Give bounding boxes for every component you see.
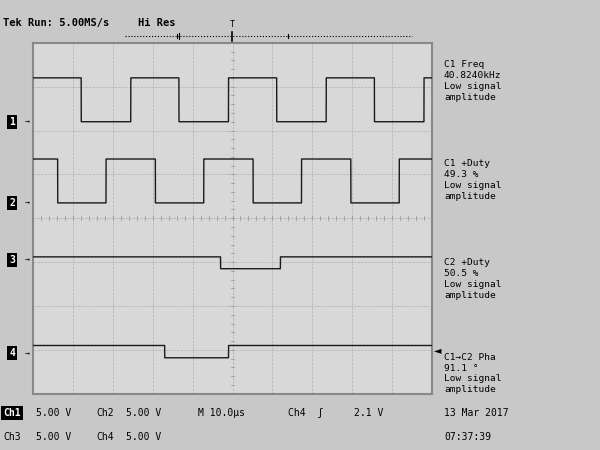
Text: →: → — [25, 117, 30, 126]
Text: Ch3: Ch3 — [3, 432, 20, 441]
Text: 3: 3 — [9, 255, 15, 265]
Text: Ch4  ʃ: Ch4 ʃ — [288, 408, 323, 418]
Text: 2: 2 — [9, 198, 15, 208]
Text: ◄: ◄ — [434, 345, 442, 355]
Text: 2.1 V: 2.1 V — [354, 408, 383, 418]
Text: M 10.0μs: M 10.0μs — [198, 408, 245, 418]
Text: Ch4: Ch4 — [96, 432, 113, 441]
Text: 4: 4 — [9, 348, 15, 358]
Text: Ch1: Ch1 — [3, 408, 20, 418]
Text: →: → — [25, 256, 30, 265]
Text: 07:37:39: 07:37:39 — [444, 432, 491, 441]
Text: 5.00 V: 5.00 V — [126, 432, 161, 441]
Text: 13 Mar 2017: 13 Mar 2017 — [444, 408, 509, 418]
Text: →: → — [25, 349, 30, 358]
Text: 5.00 V: 5.00 V — [36, 408, 71, 418]
Text: 1: 1 — [9, 117, 15, 127]
Text: Hi Res: Hi Res — [138, 18, 176, 28]
Text: T: T — [230, 20, 235, 29]
Text: C1 Freq
40.8240kHz
Low signal
amplitude: C1 Freq 40.8240kHz Low signal amplitude — [444, 60, 502, 102]
Text: C2 +Duty
50.5 %
Low signal
amplitude: C2 +Duty 50.5 % Low signal amplitude — [444, 258, 502, 300]
Text: C1 +Duty
49.3 %
Low signal
amplitude: C1 +Duty 49.3 % Low signal amplitude — [444, 159, 502, 201]
Text: 5.00 V: 5.00 V — [36, 432, 71, 441]
Text: Tek Run: 5.00MS/s: Tek Run: 5.00MS/s — [3, 18, 109, 28]
Text: Ch2: Ch2 — [96, 408, 113, 418]
Text: C1→C2 Pha
91.1 °
Low signal
amplitude: C1→C2 Pha 91.1 ° Low signal amplitude — [444, 353, 502, 394]
Text: 5.00 V: 5.00 V — [126, 408, 161, 418]
Text: →: → — [25, 198, 30, 207]
